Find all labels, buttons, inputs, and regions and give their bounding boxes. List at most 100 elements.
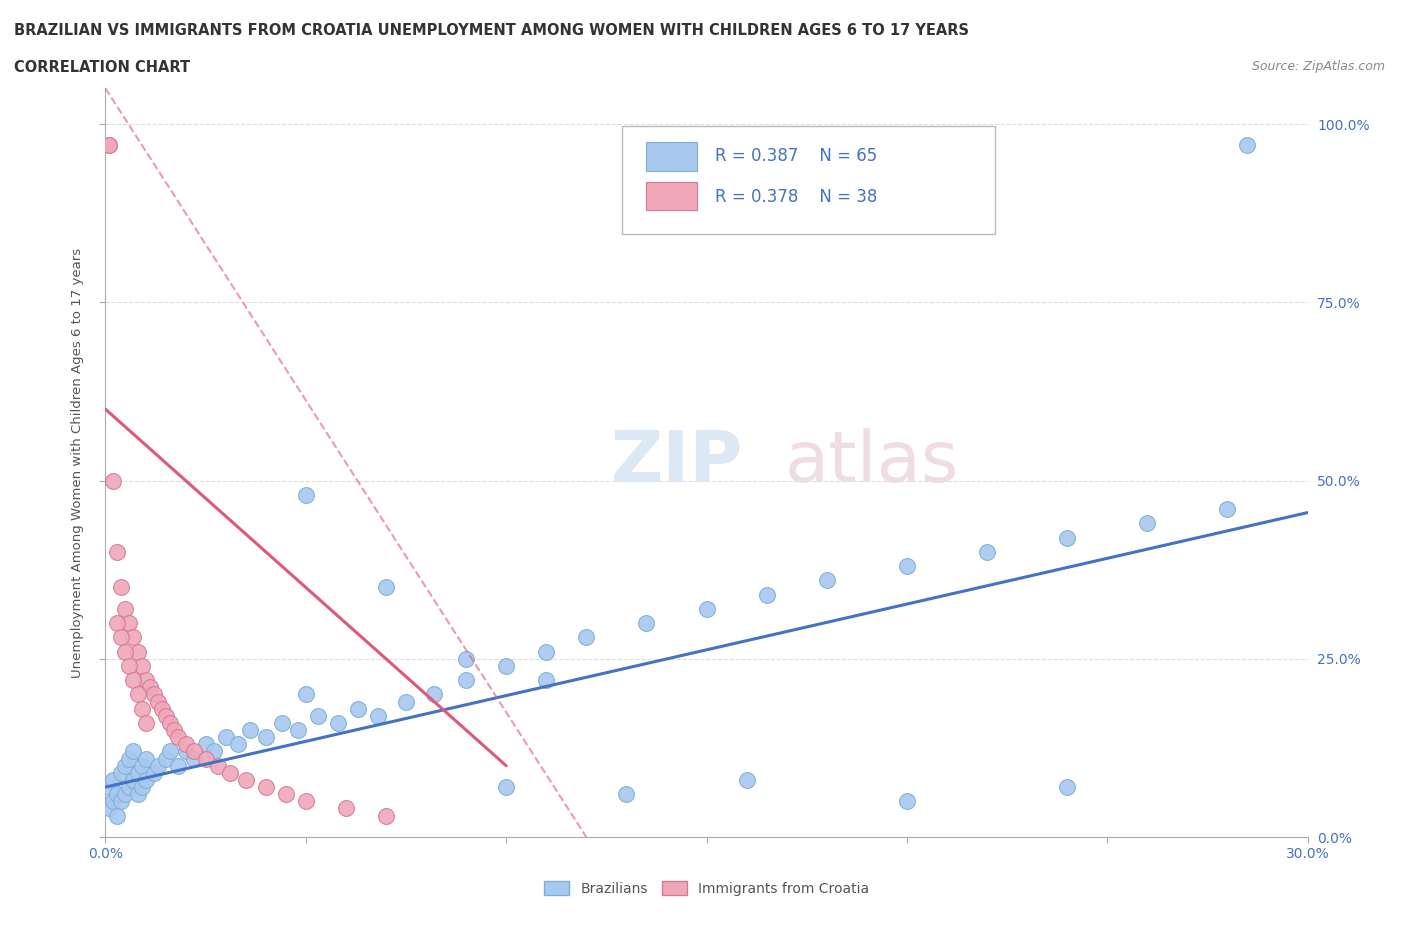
Point [98, 779, 121, 794]
Point [307, 709, 329, 724]
Point [118, 616, 141, 631]
Point [174, 737, 197, 751]
Point [896, 794, 918, 809]
Point [534, 672, 557, 687]
Point [976, 544, 998, 559]
Point [131, 779, 153, 794]
Point [110, 580, 132, 595]
Point [110, 630, 132, 644]
Point [155, 751, 177, 766]
Point [159, 715, 181, 730]
Point [1236, 138, 1258, 153]
Point [454, 651, 477, 666]
Point [214, 730, 236, 745]
Point [131, 658, 153, 673]
Point [1216, 501, 1239, 516]
Point [127, 765, 149, 780]
Text: BRAZILIAN VS IMMIGRANTS FROM CROATIA UNEMPLOYMENT AMONG WOMEN WITH CHILDREN AGES: BRAZILIAN VS IMMIGRANTS FROM CROATIA UNE… [14, 23, 969, 38]
Point [755, 587, 778, 602]
Point [454, 672, 477, 687]
Point [107, 787, 129, 802]
Point [162, 723, 184, 737]
Point [138, 680, 160, 695]
Point [114, 787, 136, 802]
Point [142, 765, 165, 780]
Point [146, 694, 169, 709]
Point [235, 773, 257, 788]
Point [127, 644, 149, 659]
Point [495, 779, 517, 794]
Point [174, 744, 197, 759]
Point [107, 616, 129, 631]
Point [107, 544, 129, 559]
Point [1056, 779, 1078, 794]
Point [495, 658, 517, 673]
Point [295, 794, 318, 809]
Point [98, 138, 121, 153]
Point [183, 751, 205, 766]
Point [114, 602, 136, 617]
Point [896, 559, 918, 574]
Point [110, 794, 132, 809]
Point [127, 687, 149, 702]
Point [114, 644, 136, 659]
Point [155, 709, 177, 724]
Point [367, 709, 389, 724]
Text: ZIP: ZIP [610, 428, 742, 498]
Point [118, 751, 141, 766]
Point [135, 773, 157, 788]
Point [103, 473, 125, 488]
Point [239, 723, 262, 737]
Point [98, 801, 121, 816]
Point [534, 644, 557, 659]
Point [735, 773, 758, 788]
Point [270, 715, 292, 730]
Point [118, 779, 141, 794]
Point [127, 787, 149, 802]
Point [142, 687, 165, 702]
Point [122, 630, 145, 644]
Point [122, 672, 145, 687]
Point [254, 779, 277, 794]
Point [114, 758, 136, 773]
Point [122, 773, 145, 788]
Point [107, 808, 129, 823]
Point [122, 744, 145, 759]
Point [616, 787, 638, 802]
Text: atlas: atlas [785, 428, 959, 498]
Point [374, 808, 398, 823]
Point [1056, 530, 1078, 545]
Point [295, 487, 318, 502]
Point [118, 658, 141, 673]
Point [326, 715, 349, 730]
Point [166, 730, 188, 745]
Point [183, 744, 205, 759]
Point [207, 758, 229, 773]
Point [395, 694, 418, 709]
Point [254, 730, 277, 745]
Point [194, 737, 217, 751]
Point [287, 723, 309, 737]
Point [696, 602, 718, 617]
Point [166, 758, 188, 773]
Point [159, 744, 181, 759]
Point [103, 794, 125, 809]
Point [103, 773, 125, 788]
Point [218, 765, 240, 780]
Point [202, 744, 225, 759]
Text: R = 0.378    N = 38: R = 0.378 N = 38 [714, 188, 877, 206]
Point [131, 758, 153, 773]
Bar [647, 142, 697, 171]
Point [135, 715, 157, 730]
Y-axis label: Unemployment Among Women with Children Ages 6 to 17 years: Unemployment Among Women with Children A… [70, 247, 84, 678]
Point [98, 138, 121, 153]
Point [274, 787, 297, 802]
Point [135, 672, 157, 687]
Point [1136, 516, 1159, 531]
Point [815, 573, 838, 588]
Point [146, 758, 169, 773]
Point [226, 737, 249, 751]
Point [374, 580, 398, 595]
Point [110, 765, 132, 780]
Point [636, 616, 658, 631]
